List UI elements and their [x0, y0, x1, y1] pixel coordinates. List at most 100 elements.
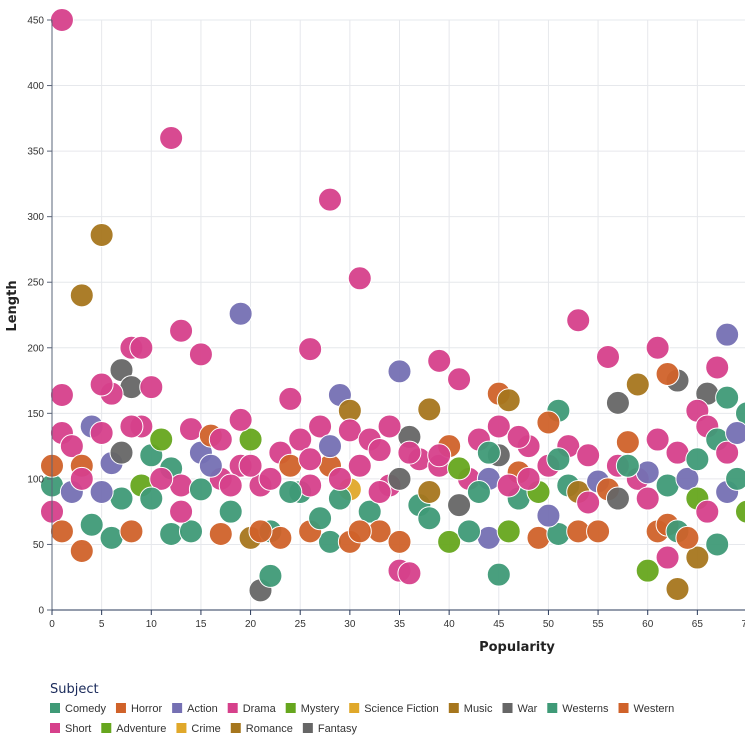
legend-swatch	[502, 703, 513, 713]
data-point-drama	[288, 427, 313, 452]
data-point-drama	[218, 473, 243, 498]
data-point-horror	[675, 525, 700, 550]
legend-swatch	[101, 723, 112, 733]
data-point-mystery	[735, 499, 745, 524]
data-point-drama	[576, 490, 601, 515]
data-point-horror	[615, 430, 640, 455]
data-point-horror	[347, 519, 372, 544]
data-point-drama	[695, 499, 720, 524]
data-point-drama	[238, 453, 263, 478]
legend-item: Adventure	[101, 723, 166, 735]
legend-label: Romance	[246, 723, 293, 735]
data-point-drama	[576, 443, 601, 468]
x-tick-label: 30	[344, 619, 356, 630]
data-point-drama	[298, 337, 323, 362]
data-point-action	[715, 322, 740, 347]
y-tick-label: 50	[33, 540, 45, 551]
legend-item: War	[502, 703, 538, 715]
data-point-comedy	[476, 440, 501, 465]
data-point-action	[675, 466, 700, 491]
legend-swatch	[618, 703, 629, 713]
data-point-music	[417, 397, 442, 422]
y-tick-label: 450	[27, 16, 44, 27]
x-tick-label: 35	[394, 619, 406, 630]
data-point-comedy	[258, 563, 283, 588]
data-point-drama	[59, 434, 84, 459]
data-point-drama	[347, 453, 372, 478]
y-tick-label: 350	[27, 147, 44, 158]
grid	[52, 19, 745, 610]
data-point-horror	[387, 529, 412, 554]
x-tick-label: 45	[493, 619, 505, 630]
legend-item: Western	[618, 703, 674, 715]
legend-swatch	[285, 703, 296, 713]
data-point-drama	[278, 386, 303, 411]
data-point-comedy	[705, 532, 730, 557]
data-point-comedy	[546, 447, 571, 472]
legend-swatch	[176, 723, 187, 733]
data-point-comedy	[308, 506, 333, 531]
data-point-horror	[536, 410, 561, 435]
data-point-horror	[49, 519, 74, 544]
data-point-comedy	[715, 385, 740, 410]
data-point-drama	[337, 418, 362, 443]
legend-title: Subject	[50, 682, 99, 697]
data-point-drama	[427, 443, 452, 468]
data-point-horror	[586, 519, 611, 544]
data-point-comedy	[457, 519, 481, 544]
legend-label: Adventure	[116, 723, 166, 735]
x-tick-label: 10	[146, 619, 158, 630]
data-point-drama	[447, 367, 472, 392]
points-layer	[40, 8, 745, 603]
legend-swatch	[302, 723, 313, 733]
y-tick-label: 150	[27, 409, 44, 420]
data-point-drama	[645, 335, 670, 360]
data-point-music	[496, 388, 521, 413]
legend-swatch	[349, 703, 360, 713]
data-point-comedy	[685, 447, 710, 472]
x-tick-label: 40	[444, 619, 456, 630]
legend-swatch	[227, 703, 238, 713]
data-point-war	[605, 390, 630, 415]
data-point-drama	[318, 187, 342, 212]
legend-item: Fantasy	[302, 723, 358, 735]
data-point-comedy	[735, 401, 745, 426]
data-point-comedy	[179, 519, 203, 544]
data-point-drama	[129, 335, 154, 360]
data-point-drama	[486, 414, 511, 439]
legend-swatch	[230, 723, 241, 733]
data-point-drama	[149, 466, 174, 491]
data-point-drama	[397, 440, 422, 465]
data-point-action	[536, 503, 561, 528]
data-point-comedy	[79, 512, 104, 537]
data-point-war	[605, 486, 630, 511]
legend-label: Action	[187, 703, 218, 715]
legend-item: Music	[448, 703, 493, 715]
data-point-drama	[169, 318, 194, 343]
legend-label: Fantasy	[318, 723, 358, 735]
legend-item: Horror	[115, 703, 162, 715]
legend-label: Mystery	[301, 703, 340, 715]
legend-swatch	[50, 723, 60, 733]
x-tick-label: 5	[99, 619, 105, 630]
data-point-drama	[49, 382, 74, 407]
legend-swatch	[547, 703, 558, 713]
data-point-drama	[139, 375, 164, 400]
data-point-comedy	[615, 453, 640, 478]
data-point-music	[625, 372, 650, 397]
data-point-drama	[705, 355, 730, 380]
legend-item: Action	[172, 703, 218, 715]
x-tick-label: 0	[49, 619, 55, 630]
data-point-action	[725, 421, 745, 445]
data-point-drama	[596, 344, 620, 369]
x-tick-label: 65	[692, 619, 704, 630]
y-tick-label: 0	[38, 606, 44, 617]
data-point-drama	[367, 438, 392, 463]
y-tick-label: 300	[27, 212, 44, 223]
legend-label: Music	[464, 703, 493, 715]
data-point-horror	[248, 519, 273, 544]
data-point-mystery	[437, 529, 462, 554]
legend-swatch	[50, 703, 60, 713]
legend-swatch	[172, 703, 183, 713]
